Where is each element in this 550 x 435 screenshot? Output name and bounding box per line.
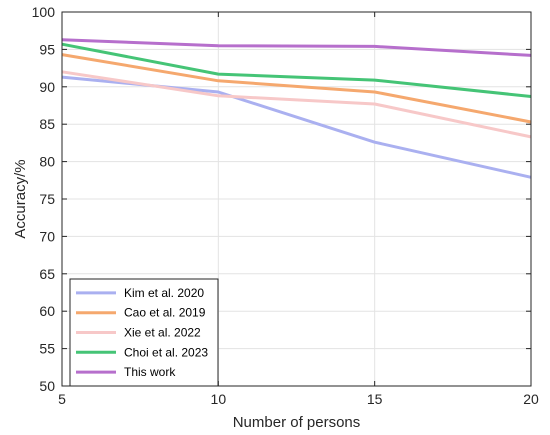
x-axis-label: Number of persons: [233, 414, 361, 431]
y-axis-label: Accuracy/%: [12, 159, 29, 238]
y-tick-label: 60: [39, 303, 55, 319]
legend-label: Xie et al. 2022: [124, 326, 201, 340]
series-line: [61, 70, 532, 139]
y-tick-label: 90: [39, 79, 55, 95]
x-tick-label: 5: [58, 391, 66, 407]
x-tick-label: 15: [367, 391, 383, 407]
series-line: [61, 75, 532, 179]
y-tick-label: 100: [32, 4, 56, 20]
x-tick-label: 10: [211, 391, 227, 407]
y-tick-label: 70: [39, 228, 55, 244]
x-tick-label: 20: [523, 391, 539, 407]
y-tick-label: 95: [39, 41, 55, 57]
series-line: [61, 38, 532, 57]
series-line: [61, 42, 532, 98]
y-tick-label: 80: [39, 154, 55, 170]
y-tick-label: 75: [39, 191, 55, 207]
y-tick-label: 85: [39, 116, 55, 132]
y-tick-label: 65: [39, 266, 55, 282]
legend: Kim et al. 2020 Cao et al. 2019 Xie et al.…: [69, 278, 219, 387]
series-line: [61, 53, 532, 124]
y-tick-label: 55: [39, 341, 55, 357]
legend-label: This work: [124, 365, 176, 379]
y-tick-label: 50: [39, 378, 55, 394]
series-lines: [61, 38, 532, 179]
legend-label: Kim et al. 2020: [124, 286, 204, 300]
legend-label: Cao et al. 2019: [124, 306, 206, 320]
axes: 5 10 15 20 50 55 60 65 70 75 80 85 90 95 100: [32, 4, 539, 407]
legend-label: Choi et al. 2023: [124, 345, 208, 359]
